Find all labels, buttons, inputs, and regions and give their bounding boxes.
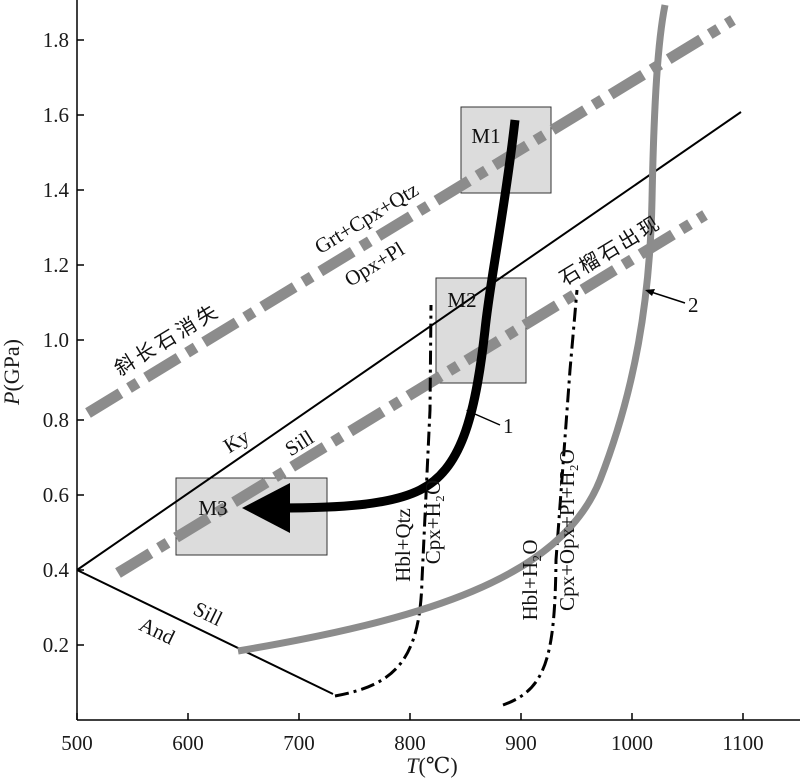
ky-sill-line: [76, 111, 742, 571]
hbl-h2o-label: Hbl+H₂O: [518, 540, 542, 621]
pointer-1-head: [466, 409, 476, 416]
y-tick-label: 1.6: [43, 103, 69, 127]
hbl-qtz-reaction-curve: [334, 304, 433, 698]
garnet-in-line: [115, 210, 708, 578]
andalusite-label: And: [136, 612, 179, 650]
y-tick-label: 1.8: [43, 28, 69, 52]
pointer-2-line: [647, 290, 686, 304]
x-tick-label: 500: [61, 731, 93, 755]
m2-label: M2: [447, 288, 476, 312]
y-tick-label: 0.8: [43, 408, 69, 432]
sillimanite-lower-label: Sill: [190, 597, 227, 631]
and-sill-line: [76, 569, 334, 695]
pt-path-arrowhead: [242, 483, 290, 533]
plagioclase-out-line: [85, 15, 736, 418]
x-axis-title-unit: (℃): [418, 753, 457, 778]
m3-label: M3: [198, 496, 227, 520]
pointer-2-head: [645, 289, 655, 296]
x-axis-ticks: [76, 713, 744, 720]
x-tick-label: 1100: [722, 731, 763, 755]
hbl-h2o-reaction-curve: [502, 289, 579, 707]
x-tick-label: 900: [505, 731, 537, 755]
m1-label: M1: [471, 124, 500, 148]
pointer-2-label: 2: [688, 293, 699, 317]
cpx-opx-pl-h2o-label: Cpx+Opx+Pl+H₂O: [555, 449, 579, 611]
x-tick-label: 600: [172, 731, 204, 755]
hbl-qtz-label: Hbl+Qtz: [391, 508, 415, 582]
pointer-1-label: 1: [503, 414, 514, 438]
x-tick-label: 1000: [611, 731, 653, 755]
y-tick-label: 1.2: [43, 253, 69, 277]
y-tick-label: 0.2: [43, 633, 69, 657]
y-axis-title-symbol: P: [0, 392, 24, 406]
x-tick-label: 800: [394, 731, 426, 755]
x-tick-label: 700: [283, 731, 315, 755]
y-tick-label: 0.6: [43, 483, 69, 507]
x-axis-title-symbol: T: [406, 753, 420, 778]
kyanite-label: Ky: [219, 424, 254, 458]
cpx-h2o-label: Cpx+H₂O: [421, 480, 445, 565]
y-tick-label: 1.0: [43, 328, 69, 352]
y-axis-title: P(GPa): [0, 339, 24, 406]
y-tick-label: 1.4: [43, 178, 70, 202]
reaction-bottom-label: Opx+Pl: [340, 237, 409, 292]
y-tick-label: 0.4: [43, 558, 70, 582]
x-axis-title: T(℃): [406, 753, 458, 778]
y-axis-title-unit: (GPa): [0, 339, 24, 392]
y-axis-ticks: [77, 39, 84, 646]
pt-path-1: [277, 119, 520, 513]
curve-2: [237, 4, 669, 655]
